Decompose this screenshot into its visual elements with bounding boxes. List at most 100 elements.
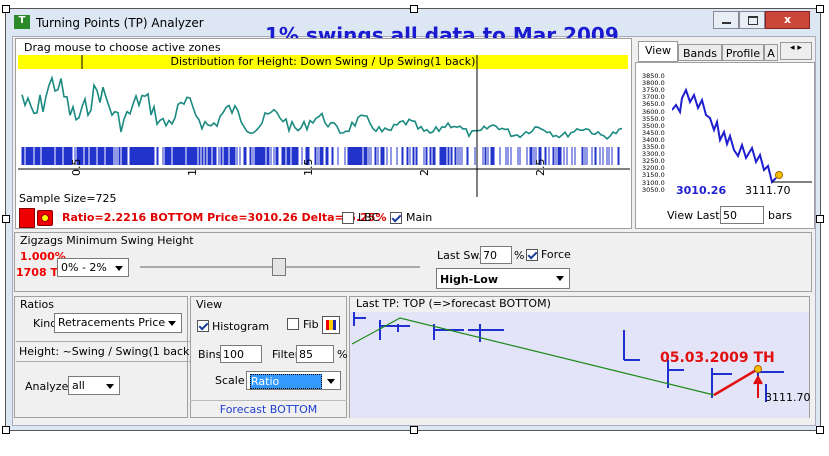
handle xyxy=(2,426,10,434)
price-axis-label: 3650.0 xyxy=(642,100,665,109)
tp-zigzag xyxy=(351,317,715,396)
pct-label: % xyxy=(514,249,525,262)
color-box[interactable] xyxy=(19,208,35,228)
tp-forecast xyxy=(713,367,759,397)
zigzag-title: Zigzags Minimum Swing Height xyxy=(20,234,194,247)
target-icon[interactable] xyxy=(37,210,53,226)
bars-label: bars xyxy=(768,209,792,222)
handle xyxy=(816,5,824,13)
view-last-label: View Last xyxy=(667,209,720,222)
price-axis-label: 3350.0 xyxy=(642,143,665,151)
price-axis-label: 3200.0 xyxy=(642,164,665,173)
sample-size: Sample Size=725 xyxy=(19,192,117,205)
tab-scroll[interactable]: ◂ ▸ xyxy=(780,42,812,60)
lbc-checkbox[interactable] xyxy=(342,212,354,224)
handle xyxy=(410,5,418,13)
fib-checkbox[interactable] xyxy=(287,318,299,330)
distribution-line xyxy=(21,75,623,141)
tp-point xyxy=(754,365,762,373)
scale-label: Scale xyxy=(215,374,245,387)
force-label: Force xyxy=(541,248,571,261)
tp-arrow xyxy=(753,374,763,398)
handle xyxy=(816,426,824,434)
bars-spin[interactable]: 50 xyxy=(720,206,764,224)
close[interactable]: x xyxy=(765,11,810,29)
price-axis-label: 3850.0 xyxy=(642,72,665,80)
last-label: 3111.70 xyxy=(745,184,791,197)
range-combo[interactable]: 0% - 2% xyxy=(57,258,129,277)
height-label: Height: ~Swing / Swing(1 back xyxy=(16,341,192,362)
price-axis-label: 3600.0 xyxy=(642,107,665,116)
last-sw-spin[interactable]: 70 xyxy=(480,246,512,264)
histogram-label: Histogram xyxy=(212,320,270,333)
hint: Drag mouse to choose active zones xyxy=(24,41,221,54)
dist-header: Distribution for Height: Down Swing / Up… xyxy=(18,55,628,69)
tab[interactable]: A xyxy=(764,44,778,61)
last-sw-label: Last Sw. xyxy=(437,249,482,262)
force-checkbox[interactable] xyxy=(526,249,538,261)
price-axis-label: 3400.0 xyxy=(642,135,665,144)
handle xyxy=(2,5,10,13)
price-line xyxy=(672,87,777,184)
x-axis-label: 1 xyxy=(186,169,199,176)
price-axis-label: 3100.0 xyxy=(642,178,665,187)
filter-spin[interactable]: 85 xyxy=(296,345,334,363)
price-label: 3111.70 xyxy=(765,391,811,404)
price-axis-label: 3550.0 xyxy=(642,114,665,123)
tp-chart xyxy=(350,312,809,418)
bins-label: Bins xyxy=(198,348,222,361)
slider-thumb[interactable] xyxy=(272,258,286,276)
mini-chart xyxy=(672,87,812,184)
kind-combo[interactable]: Retracements Price xyxy=(54,313,182,333)
window-title: Turning Points (TP) Analyzer xyxy=(36,16,204,30)
low-label: 3010.26 xyxy=(676,184,727,197)
maximize[interactable] xyxy=(739,11,765,29)
barcode xyxy=(21,147,620,165)
distribution-chart xyxy=(18,55,630,197)
price-axis-label: 3700.0 xyxy=(642,93,665,102)
price-axis-label: 3250.0 xyxy=(642,157,665,166)
analyze-combo[interactable]: all xyxy=(68,376,120,395)
fib-label: Fib xyxy=(303,318,319,331)
tp-count: 1708 TP xyxy=(16,266,67,279)
histogram-checkbox[interactable] xyxy=(197,320,209,332)
side-panel xyxy=(635,62,815,229)
fib-icon[interactable] xyxy=(322,316,340,334)
date-label: 05.03.2009 TH xyxy=(660,350,775,366)
zigzag-percent: 1.000% xyxy=(20,250,66,263)
price-axis-label: 3500.0 xyxy=(642,121,665,130)
forecast-label: Forecast BOTTOM xyxy=(190,400,347,416)
ratios-title: Ratios xyxy=(20,298,54,311)
filter-pct: % xyxy=(337,348,348,361)
status: Ratio=2.2216 BOTTOM Price=3010.26 Delta=… xyxy=(62,211,387,224)
view-title: View xyxy=(196,298,223,311)
tab[interactable]: View xyxy=(638,41,678,62)
price-axis-label: 3050.0 xyxy=(642,185,665,194)
scale-value: Ratio xyxy=(250,374,322,389)
bins-spin[interactable]: 100 xyxy=(220,345,262,363)
price-axis-label: 3450.0 xyxy=(642,128,665,137)
x-axis-label: 2 xyxy=(418,169,431,176)
price-axis-label: 3750.0 xyxy=(642,86,665,95)
main-checkbox[interactable] xyxy=(390,212,402,224)
minimize[interactable] xyxy=(713,11,739,29)
handle xyxy=(410,426,418,434)
app-icon: T xyxy=(14,15,30,29)
mode-combo[interactable]: High-Low xyxy=(436,268,570,289)
price-axis-label: 3150.0 xyxy=(642,171,665,180)
filter-label: Filter xyxy=(272,348,300,361)
scale-combo[interactable]: Ratio xyxy=(246,371,341,390)
price-axis-label: 3800.0 xyxy=(642,79,665,88)
tab[interactable]: Bands xyxy=(678,44,722,61)
main-label: Main xyxy=(406,211,433,224)
x-axis-label: 1.5 xyxy=(302,158,315,177)
last-point xyxy=(775,171,783,179)
price-axis-label: 3300.0 xyxy=(642,150,665,159)
kind-label: Kind xyxy=(33,317,58,330)
lbc-label: LBC xyxy=(358,211,380,224)
tab[interactable]: Profile xyxy=(722,44,764,61)
tp-bg xyxy=(350,312,809,418)
handle xyxy=(2,215,10,223)
x-axis-label: 0.5 xyxy=(70,158,83,177)
